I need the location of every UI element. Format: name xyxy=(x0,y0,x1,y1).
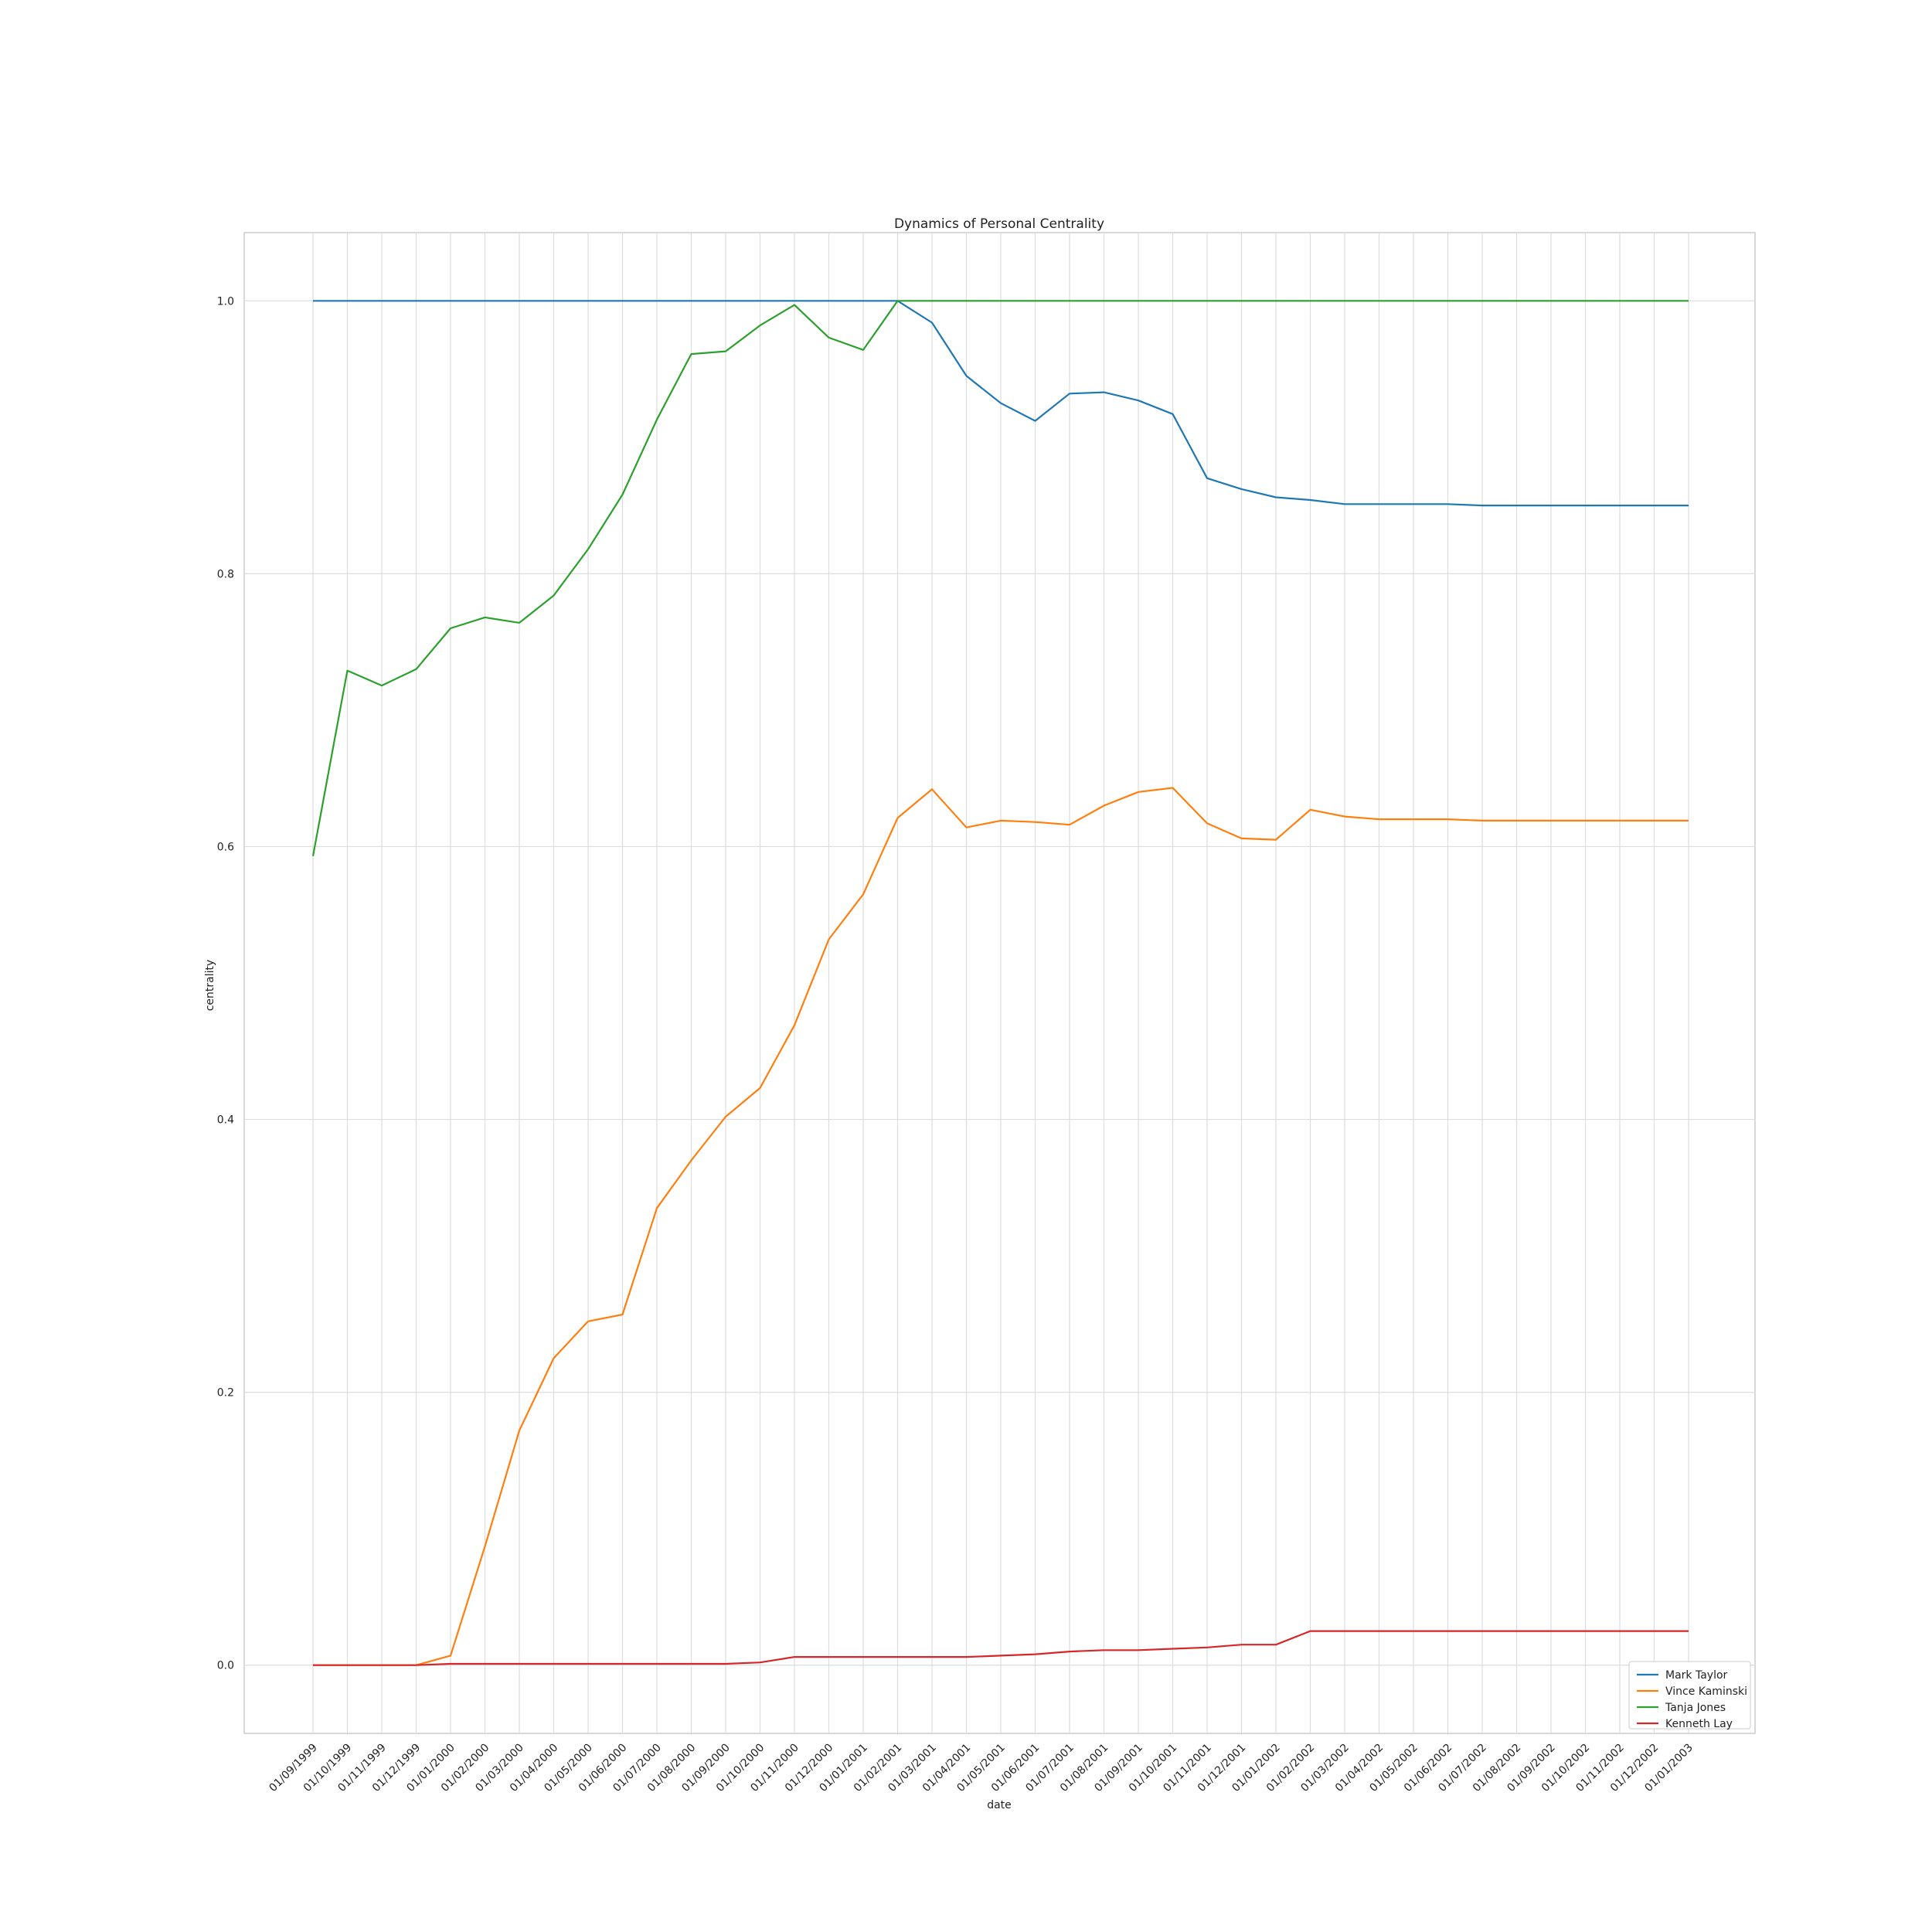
y-tick-label: 0.6 xyxy=(217,841,234,853)
series-line-vince-kaminski xyxy=(313,787,1689,1666)
series-line-tanja-jones xyxy=(311,300,1689,857)
legend-label: Vince Kaminski xyxy=(1665,1685,1747,1698)
y-tick-label: 0.8 xyxy=(217,568,234,580)
legend-label: Tanja Jones xyxy=(1665,1702,1726,1714)
y-tick-label: 1.0 xyxy=(217,295,234,308)
plot-area xyxy=(243,232,1756,1734)
series-line-mark-taylor xyxy=(313,300,1689,507)
chart-title: Dynamics of Personal Centrality xyxy=(894,216,1104,232)
series-line-kenneth-lay xyxy=(313,1630,1689,1666)
series-lines xyxy=(311,300,1689,1666)
y-tick-label: 0.4 xyxy=(217,1114,234,1127)
gridlines xyxy=(244,233,1755,1733)
y-tick-label: 0.2 xyxy=(217,1387,234,1400)
y-tick-label: 0.0 xyxy=(217,1660,234,1672)
legend-box xyxy=(1628,1661,1751,1730)
y-axis-label: centrality xyxy=(204,960,216,1012)
legend-label: Mark Taylor xyxy=(1665,1669,1728,1682)
x-axis-label: date xyxy=(987,1799,1012,1811)
y-axis-ticks: 0.0 0.2 0.4 0.6 0.8 1.0 xyxy=(217,295,234,1672)
legend-label: Kenneth Lay xyxy=(1665,1718,1733,1730)
legend: Mark Taylor Vince Kaminski Tanja Jones Kenn… xyxy=(1628,1661,1751,1730)
